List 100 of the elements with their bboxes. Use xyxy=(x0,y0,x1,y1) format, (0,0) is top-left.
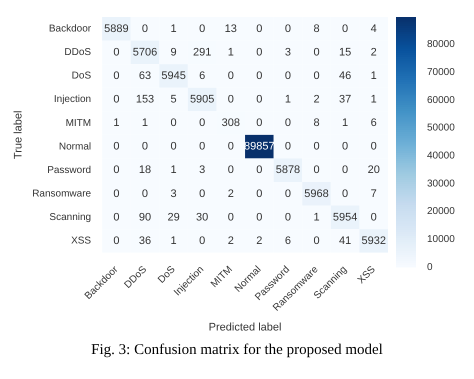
color-bar-label: 50000 xyxy=(427,122,456,134)
data-label: 5905 xyxy=(190,94,214,106)
data-label: 37 xyxy=(338,94,352,106)
x-tick-label: DoS xyxy=(156,264,178,286)
data-label: 5968 xyxy=(304,188,329,200)
data-label: 5 xyxy=(170,94,177,106)
data-label: 1 xyxy=(284,94,291,106)
data-label: 1 xyxy=(170,164,177,176)
color-bar-label: 10000 xyxy=(427,234,456,245)
data-label: 3 xyxy=(170,188,177,200)
data-label: 0 xyxy=(113,211,120,224)
data-label: 0 xyxy=(142,22,148,35)
data-label: 0 xyxy=(370,140,377,153)
data-label: 0 xyxy=(313,140,320,153)
data-label: 1 xyxy=(313,211,320,224)
data-label: 0 xyxy=(313,164,320,176)
data-label: 0 xyxy=(113,188,120,200)
data-label: 0 xyxy=(284,70,291,82)
y-tick-label: XSS xyxy=(71,236,92,247)
data-label: 153 xyxy=(136,94,154,106)
data-label: 15 xyxy=(338,46,352,58)
y-tick-label: MITM xyxy=(66,118,92,129)
data-label: 0 xyxy=(256,46,262,58)
data-label: 0 xyxy=(342,22,348,35)
data-label: 0 xyxy=(342,140,348,153)
data-label: 4 xyxy=(370,22,377,35)
data-label: 0 xyxy=(228,164,234,176)
data-label: 1 xyxy=(228,46,234,58)
data-label: 0 xyxy=(199,188,206,200)
y-tick-label: Ransomware xyxy=(32,188,92,200)
data-label: 0 xyxy=(284,117,291,130)
data-label: 5706 xyxy=(132,46,158,58)
data-label: 1 xyxy=(370,70,377,82)
data-label: 1 xyxy=(170,234,177,247)
y-tick-label: DDoS xyxy=(64,47,92,58)
data-label: 7 xyxy=(370,188,377,200)
data-label: 63 xyxy=(138,70,152,82)
data-label: 1 xyxy=(142,117,148,130)
data-label: 6 xyxy=(199,70,206,82)
data-label: 6 xyxy=(284,234,291,247)
data-label: 291 xyxy=(192,46,212,58)
data-label: 0 xyxy=(342,188,348,200)
data-label: 2 xyxy=(228,234,234,247)
data-label: 1 xyxy=(170,22,177,35)
data-label: 1 xyxy=(342,117,348,130)
data-label: 0 xyxy=(228,70,234,82)
data-label: 5945 xyxy=(161,70,186,82)
data-label: 0 xyxy=(313,70,320,82)
data-label: 0 xyxy=(113,70,120,82)
data-label: 0 xyxy=(113,234,120,247)
y-tick-label: Backdoor xyxy=(48,24,92,35)
y-axis-title: True label xyxy=(12,110,25,160)
data-label: 2 xyxy=(370,46,377,58)
data-label: 3 xyxy=(284,46,291,58)
data-label: 29 xyxy=(167,211,180,224)
data-label: 0 xyxy=(199,22,206,35)
caption: Fig. 3: Confusion matrix for the proposed model xyxy=(90,342,384,359)
data-label: 0 xyxy=(228,211,234,224)
data-label: 308 xyxy=(222,117,240,130)
color-bar-label: 30000 xyxy=(427,178,456,190)
x-axis-title: Predicted label xyxy=(208,321,282,334)
color-bar-label: 0 xyxy=(427,262,433,273)
data-label: 1 xyxy=(113,117,120,130)
data-label: 0 xyxy=(284,188,291,200)
data-label: 0 xyxy=(284,22,291,35)
data-label: 0 xyxy=(142,140,148,153)
y-tick-label: Password xyxy=(47,164,92,176)
data-label: 0 xyxy=(113,140,120,153)
data-label: 5954 xyxy=(332,211,358,224)
y-tick-label: Scanning xyxy=(49,212,92,224)
data-label: 0 xyxy=(342,164,348,176)
data-label: 0 xyxy=(170,117,177,130)
data-label: 30 xyxy=(196,211,208,224)
data-label: 90 xyxy=(138,211,152,224)
data-label: 0 xyxy=(228,140,234,153)
color-bar-label: 60000 xyxy=(427,94,456,106)
data-label: 0 xyxy=(256,70,262,82)
color-bar-label: 40000 xyxy=(427,150,456,162)
data-label: 0 xyxy=(199,234,206,247)
data-label: 0 xyxy=(170,140,177,153)
data-label: 36 xyxy=(138,234,152,247)
data-label: 0 xyxy=(199,117,206,130)
data-label: 0 xyxy=(313,46,320,58)
data-label: 0 xyxy=(199,140,206,153)
data-label: 2 xyxy=(256,234,262,247)
color-bar-label: 70000 xyxy=(427,66,456,78)
data-label: 20 xyxy=(368,164,380,176)
y-tick-label: Injection xyxy=(54,94,92,106)
data-label: 0 xyxy=(256,22,262,35)
data-label: 5878 xyxy=(276,164,300,176)
data-label: 0 xyxy=(228,94,234,106)
data-label: 2 xyxy=(228,188,234,200)
data-label: 0 xyxy=(313,234,320,247)
data-label: 5932 xyxy=(361,234,386,247)
data-label: 41 xyxy=(338,234,352,247)
data-label: 0 xyxy=(256,117,262,130)
data-label: 8 xyxy=(313,117,320,130)
data-label: 0 xyxy=(113,46,120,58)
data-label: 5889 xyxy=(104,22,129,35)
y-tick-label: Normal xyxy=(58,141,92,152)
